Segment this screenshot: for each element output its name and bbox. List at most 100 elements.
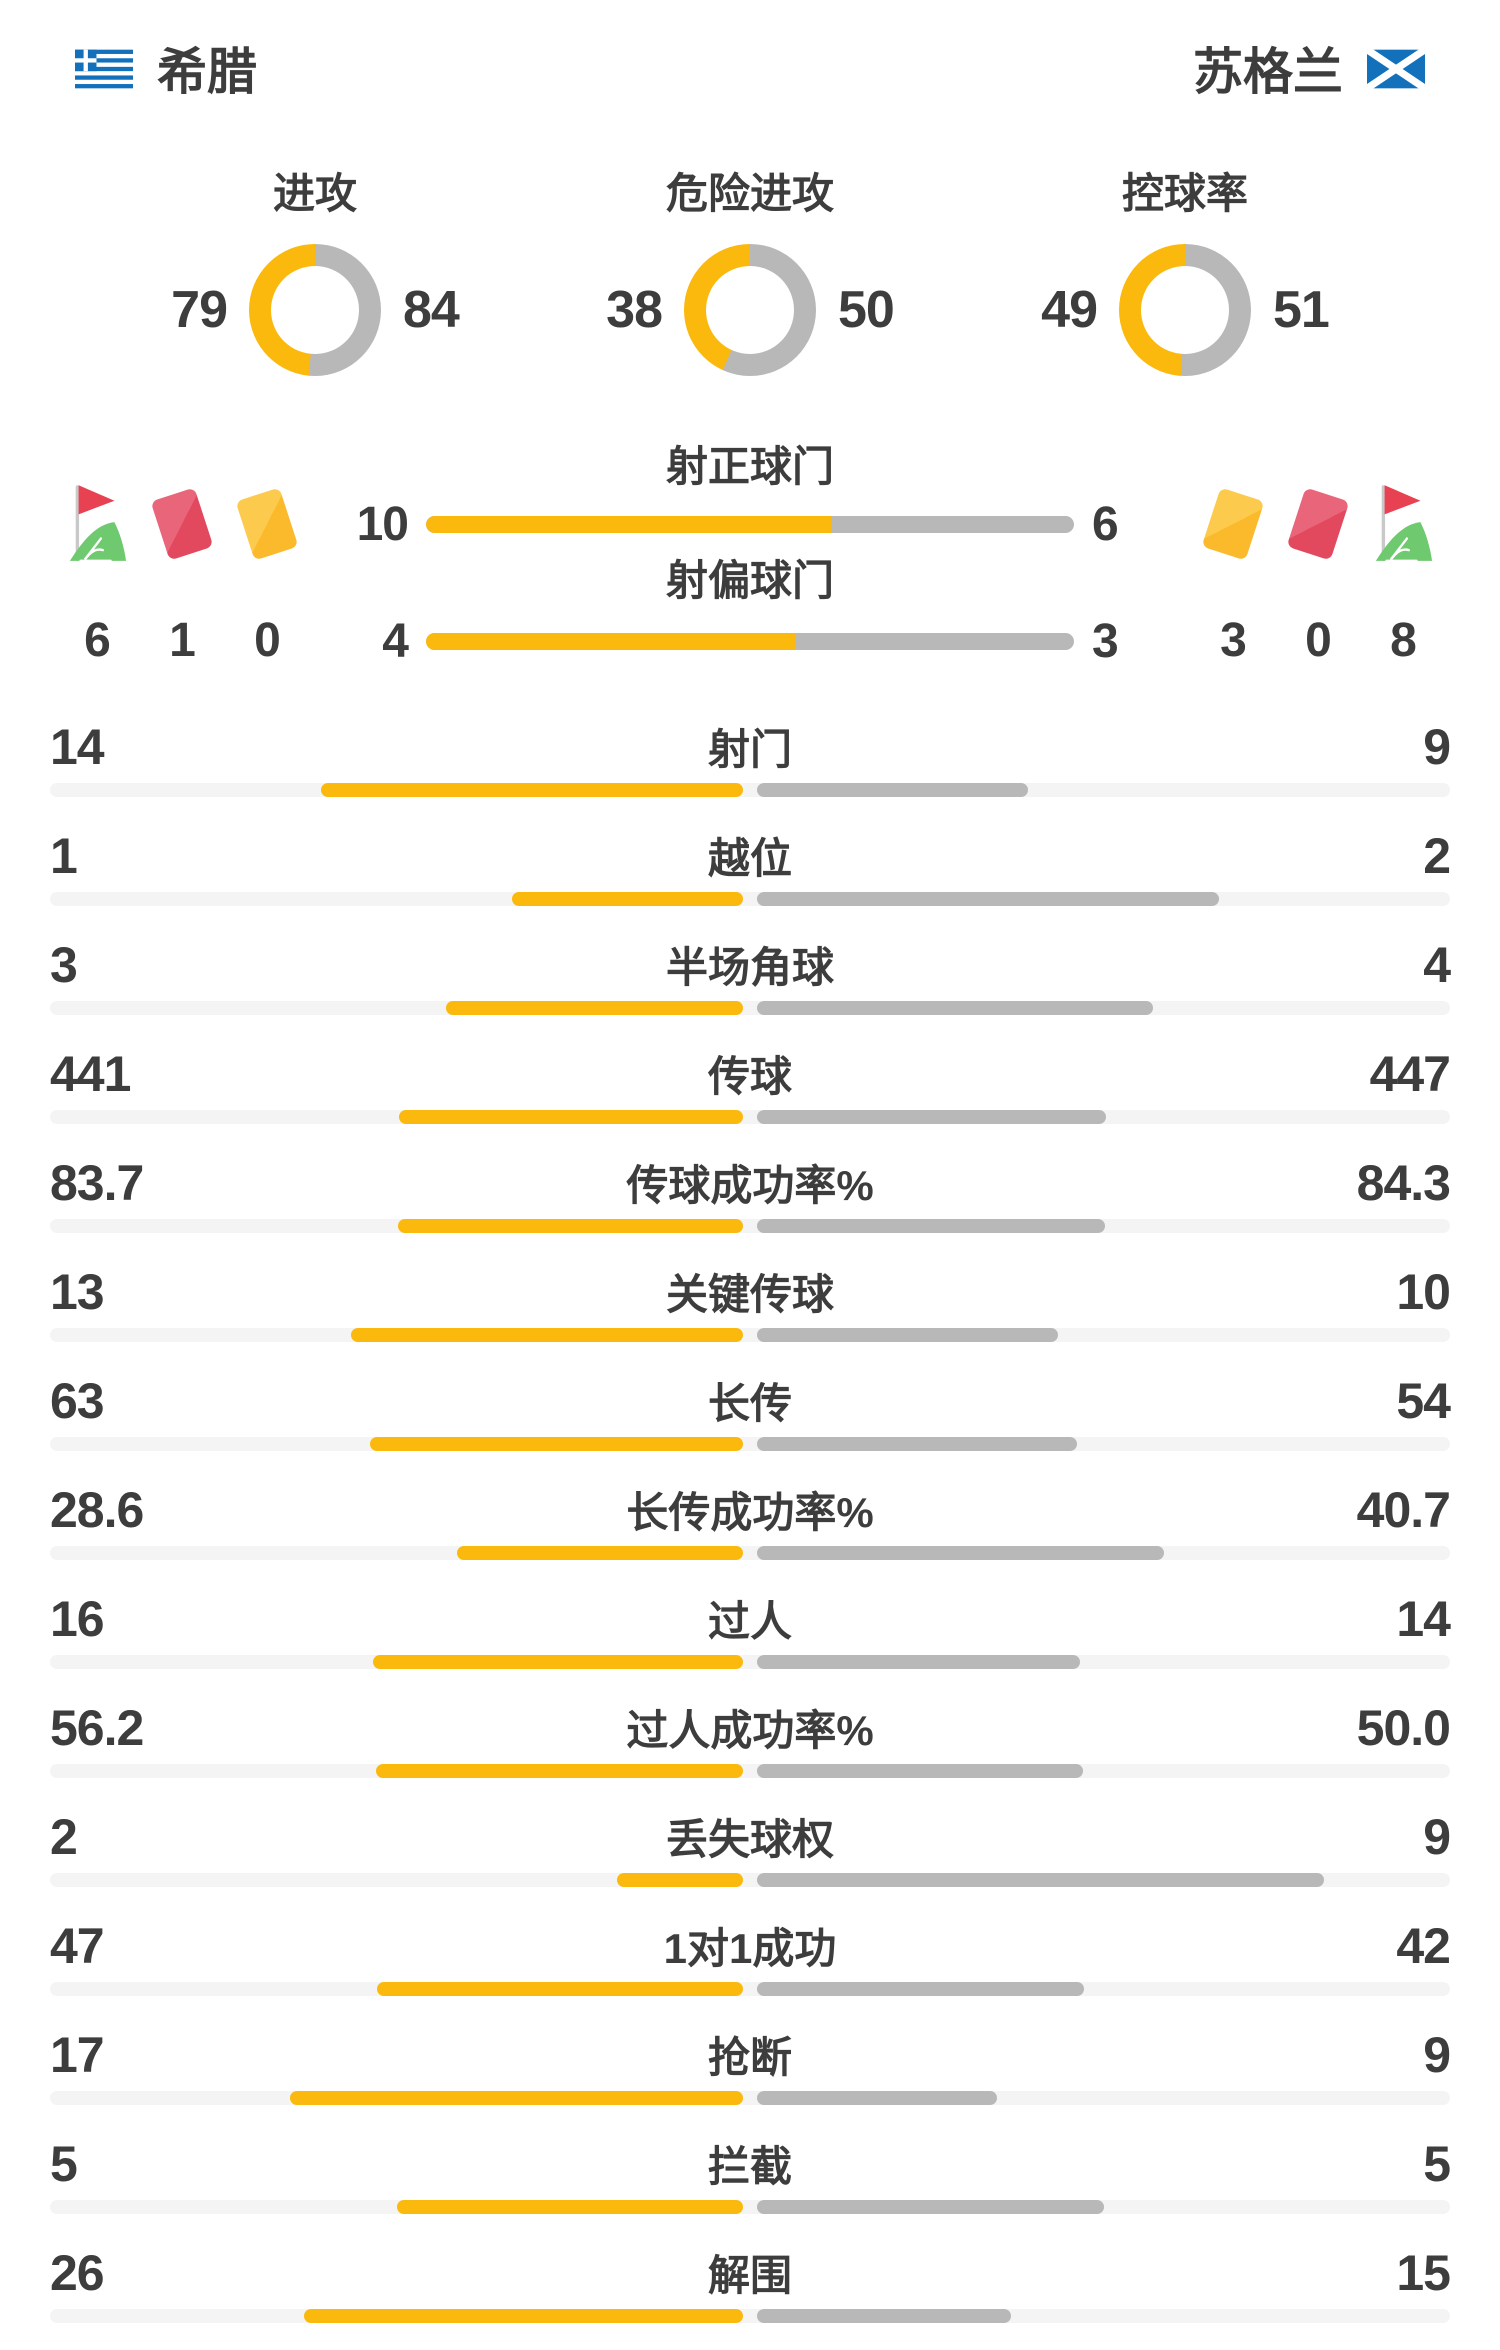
stat-bar-away-fill	[757, 1546, 1164, 1560]
stat-bar-away-fill	[757, 1982, 1085, 1996]
greece-flag-icon	[75, 42, 133, 102]
stat-away-value: 9	[1423, 1809, 1451, 1865]
stat-label: 1对1成功	[663, 1925, 837, 1972]
stat-away-value: 10	[1396, 1264, 1451, 1320]
stat-bar-home-fill	[321, 783, 743, 797]
match-header: 希腊 苏格兰	[75, 42, 1428, 102]
shots-off-target-away-value: 3	[1092, 614, 1119, 668]
stat-bar-track	[50, 1655, 1450, 1669]
stat-home-value: 14	[50, 719, 105, 775]
away-discipline-icons	[1170, 485, 1500, 562]
stat-line: 14 射门 9	[50, 719, 1451, 775]
stat-bar-track	[50, 1764, 1450, 1778]
red-card-icon	[1285, 478, 1351, 570]
scotland-flag-icon	[1364, 42, 1428, 102]
stat-bar-track	[50, 1001, 1450, 1015]
stat-bar-home-fill	[396, 2200, 743, 2214]
donut-chart	[1119, 244, 1251, 376]
stat-bar-home-fill	[351, 1328, 743, 1342]
stat-bar-home-fill	[376, 1764, 743, 1778]
stat-bar-away-fill	[757, 1655, 1081, 1669]
stat-away-value: 84.3	[1356, 1155, 1451, 1211]
stat-bar-away-fill	[757, 1437, 1077, 1451]
donut-block-0: 进攻 79 84	[140, 172, 490, 376]
donut-chart	[684, 244, 816, 376]
yellow-card-icon	[1200, 478, 1266, 570]
stat-row: 1 越位 2	[50, 831, 1451, 906]
shots-on-target-away-value: 6	[1092, 497, 1119, 551]
donut-block-2: 控球率 49 51	[1010, 172, 1360, 376]
stat-bar-away-fill	[757, 783, 1029, 797]
donut-title: 控球率	[1121, 170, 1248, 217]
shots-off-target-bar	[426, 632, 1074, 650]
shots-off-target-title: 射偏球门	[665, 557, 834, 604]
stat-away-value: 15	[1396, 2245, 1451, 2301]
donut-title: 危险进攻	[665, 170, 834, 217]
stat-label: 过人	[707, 1598, 792, 1645]
stat-label: 传球成功率%	[626, 1162, 874, 1209]
donut-chart	[249, 244, 381, 376]
stat-label: 越位	[707, 835, 792, 882]
yellow-card-icon	[1201, 487, 1265, 561]
stat-away-value: 50.0	[1356, 1700, 1451, 1756]
stat-bar-track	[50, 1546, 1450, 1560]
stat-bar-home-fill	[456, 1546, 743, 1560]
stat-label: 半场角球	[665, 944, 834, 991]
red-card-icon	[149, 478, 215, 570]
stat-bar-track	[50, 892, 1450, 906]
stat-bar-away-fill	[757, 1219, 1105, 1233]
stat-label: 射门	[707, 726, 792, 773]
donut-title: 进攻	[272, 170, 357, 217]
stat-bar-track	[50, 1437, 1450, 1451]
stat-bar-track	[50, 1873, 1450, 1887]
home-team-name: 希腊	[157, 44, 257, 100]
stat-away-value: 42	[1396, 1918, 1451, 1974]
stat-home-value: 3	[50, 937, 78, 993]
stat-line: 47 1对1成功 42	[50, 1918, 1451, 1974]
home-team[interactable]: 希腊	[75, 42, 257, 102]
stat-row: 56.2 过人成功率% 50.0	[50, 1700, 1451, 1778]
stat-home-value: 83.7	[50, 1155, 144, 1211]
stat-line: 3 半场角球 4	[50, 937, 1451, 993]
shots-on-target-title: 射正球门	[665, 443, 834, 490]
home-discipline-icons	[0, 485, 330, 562]
stat-away-value: 5	[1423, 2136, 1451, 2192]
donut-home-value: 79	[171, 281, 228, 339]
stat-row: 2 丢失球权 9	[50, 1809, 1451, 1887]
stat-row: 14 射门 9	[50, 719, 1451, 797]
stat-row: 83.7 传球成功率% 84.3	[50, 1155, 1451, 1233]
away-team[interactable]: 苏格兰	[1193, 42, 1428, 102]
stat-bar-track	[50, 1982, 1450, 1996]
stat-bar-track	[50, 2091, 1450, 2105]
stat-away-value: 447	[1369, 1046, 1451, 1102]
stat-away-value: 9	[1423, 2027, 1451, 2083]
stat-home-value: 5	[50, 2136, 78, 2192]
stat-bar-home-fill	[512, 892, 743, 906]
stat-home-value: 13	[50, 1264, 105, 1320]
stat-bar-track	[50, 783, 1450, 797]
stat-away-value: 40.7	[1356, 1482, 1451, 1538]
shots-on-target-home-value: 10	[356, 497, 409, 551]
stat-home-value: 16	[50, 1591, 105, 1647]
corner-flag-icon	[64, 478, 130, 570]
stat-home-value: 63	[50, 1373, 105, 1429]
stat-home-value: 47	[50, 1918, 105, 1974]
donut-row: 79 84	[155, 244, 475, 376]
yellow-card-icon	[235, 487, 299, 561]
corner-flag-icon	[1370, 478, 1436, 570]
stat-row: 5 拦截 5	[50, 2136, 1451, 2214]
red-card-icon	[1286, 487, 1350, 561]
stat-label: 解围	[707, 2252, 792, 2299]
stat-line: 2 丢失球权 9	[50, 1809, 1451, 1865]
shots-off-target-row: 4 3	[330, 610, 1170, 672]
stat-row: 28.6 长传成功率% 40.7	[50, 1482, 1451, 1560]
stat-label: 传球	[707, 1053, 792, 1100]
stat-bar-track	[50, 1110, 1450, 1124]
stat-bar-away-fill	[757, 1873, 1324, 1887]
stat-line: 1 越位 2	[50, 831, 1451, 884]
stat-line: 83.7 传球成功率% 84.3	[50, 1155, 1451, 1211]
stat-line: 5 拦截 5	[50, 2136, 1451, 2192]
stat-bar-home-fill	[617, 1873, 743, 1887]
stat-home-value: 26	[50, 2245, 105, 2301]
stat-away-value: 9	[1423, 719, 1451, 775]
